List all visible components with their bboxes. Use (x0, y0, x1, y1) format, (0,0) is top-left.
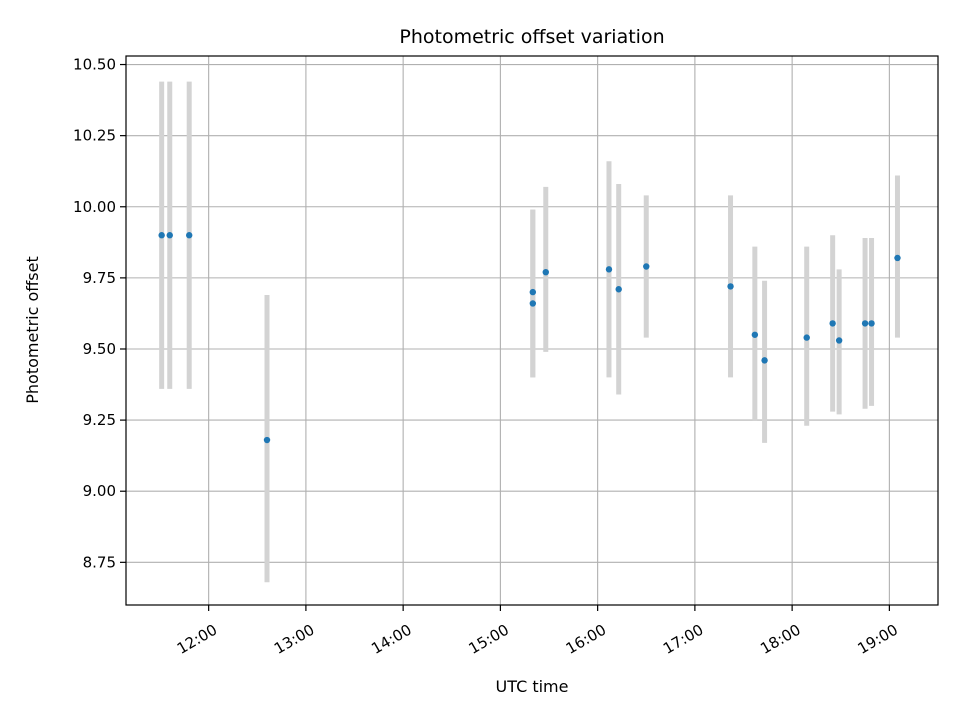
data-point (529, 288, 537, 296)
y-tick-label: 9.00 (83, 482, 116, 500)
data-point (643, 263, 650, 270)
data-points (158, 232, 901, 444)
y-tick-label: 9.75 (83, 269, 116, 287)
data-point (263, 436, 271, 444)
y-tick-label: 10.50 (73, 56, 116, 74)
x-axis-label: UTC time (496, 677, 569, 696)
data-point (835, 337, 843, 344)
y-tick-label: 9.50 (83, 340, 116, 358)
y-tick-label: 10.00 (73, 198, 116, 216)
y-tick-label: 8.75 (83, 553, 116, 571)
chart-title: Photometric offset variation (399, 26, 664, 48)
data-point (615, 286, 622, 293)
data-point (751, 331, 759, 338)
y-axis-ticks: 8.75 9.00 9.25 9.50 9.75 10.00 10.25 10.50 (73, 56, 126, 571)
data-point (829, 320, 836, 327)
y-tick-label: 9.25 (83, 411, 116, 429)
y-tick-label: 10.25 (73, 127, 116, 145)
plot-frame (125, 55, 939, 606)
data-point (166, 232, 173, 239)
data-point (803, 334, 810, 341)
data-point (861, 320, 869, 327)
data-point (868, 320, 875, 327)
data-point (186, 232, 193, 239)
data-point (761, 357, 768, 364)
data-point (529, 300, 537, 307)
data-point (158, 232, 165, 239)
data-point (605, 266, 613, 273)
data-point (727, 283, 734, 290)
data-point (542, 268, 549, 276)
y-axis-label: Photometric offset (23, 256, 42, 404)
data-point (894, 254, 901, 262)
